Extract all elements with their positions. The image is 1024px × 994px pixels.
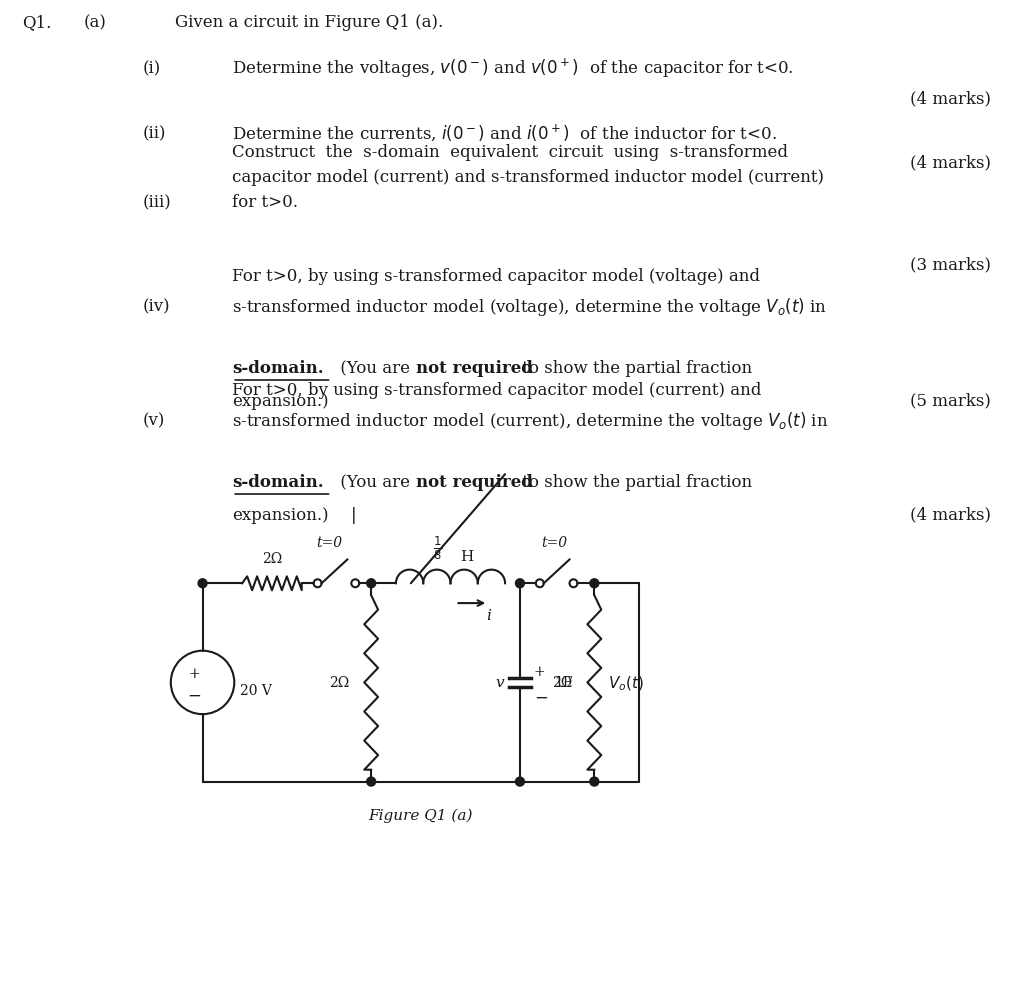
Text: |: | (351, 506, 357, 523)
Text: to show the partial fraction: to show the partial fraction (517, 473, 752, 491)
Text: −: − (187, 687, 202, 704)
Text: 2Ω: 2Ω (262, 552, 282, 566)
Text: Figure Q1 (a): Figure Q1 (a) (369, 808, 473, 822)
Text: t=0: t=0 (542, 535, 567, 549)
Circle shape (515, 580, 524, 588)
Text: (You are: (You are (336, 360, 416, 377)
Text: i: i (485, 608, 490, 622)
Circle shape (515, 777, 524, 786)
Text: For t>0, by using s-transformed capacitor model (voltage) and
s-transformed indu: For t>0, by using s-transformed capacito… (232, 268, 827, 317)
Text: v: v (496, 676, 504, 690)
Text: s-domain.: s-domain. (232, 360, 324, 377)
Text: 20 V: 20 V (241, 684, 272, 698)
Text: s-domain.: s-domain. (232, 473, 324, 491)
Circle shape (367, 777, 376, 786)
Text: Determine the currents, $i(0^-)$ and $i(0^+)$  of the inductor for t<0.: Determine the currents, $i(0^-)$ and $i(… (232, 121, 777, 142)
Text: Construct  the  s-domain  equivalent  circuit  using  s-transformed
capacitor mo: Construct the s-domain equivalent circui… (232, 143, 824, 212)
Text: $V_o(t)$: $V_o(t)$ (608, 674, 644, 692)
Text: +: + (534, 664, 546, 678)
Circle shape (367, 580, 376, 588)
Text: expansion.): expansion.) (232, 393, 329, 410)
Text: (5 marks): (5 marks) (910, 393, 991, 410)
Text: t=0: t=0 (316, 535, 343, 549)
Text: to show the partial fraction: to show the partial fraction (517, 360, 752, 377)
Text: (4 marks): (4 marks) (910, 90, 991, 107)
Circle shape (590, 580, 599, 588)
Text: (iv): (iv) (143, 298, 171, 315)
Text: not required: not required (416, 360, 532, 377)
Text: (v): (v) (143, 413, 166, 429)
Circle shape (590, 777, 599, 786)
Text: H: H (461, 550, 474, 564)
Text: Given a circuit in Figure Q1 (a).: Given a circuit in Figure Q1 (a). (175, 14, 443, 31)
Text: +: + (188, 666, 201, 680)
Text: (a): (a) (84, 14, 106, 31)
Text: $\frac{1}{8}$: $\frac{1}{8}$ (433, 535, 442, 562)
Text: (iii): (iii) (143, 194, 172, 212)
Text: expansion.): expansion.) (232, 506, 329, 523)
Text: (3 marks): (3 marks) (910, 255, 991, 272)
Text: (You are: (You are (336, 473, 416, 491)
Text: not required: not required (416, 473, 532, 491)
Circle shape (198, 580, 207, 588)
Text: Determine the voltages, $v(0^-)$ and $v(0^+)$  of the capacitor for t<0.: Determine the voltages, $v(0^-)$ and $v(… (232, 57, 794, 80)
Text: 1F: 1F (555, 676, 573, 690)
Text: (4 marks): (4 marks) (910, 155, 991, 172)
Text: 2Ω: 2Ω (552, 676, 572, 690)
Text: (ii): (ii) (143, 125, 167, 142)
Text: −: − (534, 689, 548, 706)
Text: For t>0, by using s-transformed capacitor model (current) and
s-transformed indu: For t>0, by using s-transformed capacito… (232, 382, 828, 431)
Text: Q1.: Q1. (23, 14, 51, 31)
Text: (i): (i) (143, 61, 161, 78)
Text: 2Ω: 2Ω (329, 676, 349, 690)
Text: (4 marks): (4 marks) (910, 506, 991, 523)
